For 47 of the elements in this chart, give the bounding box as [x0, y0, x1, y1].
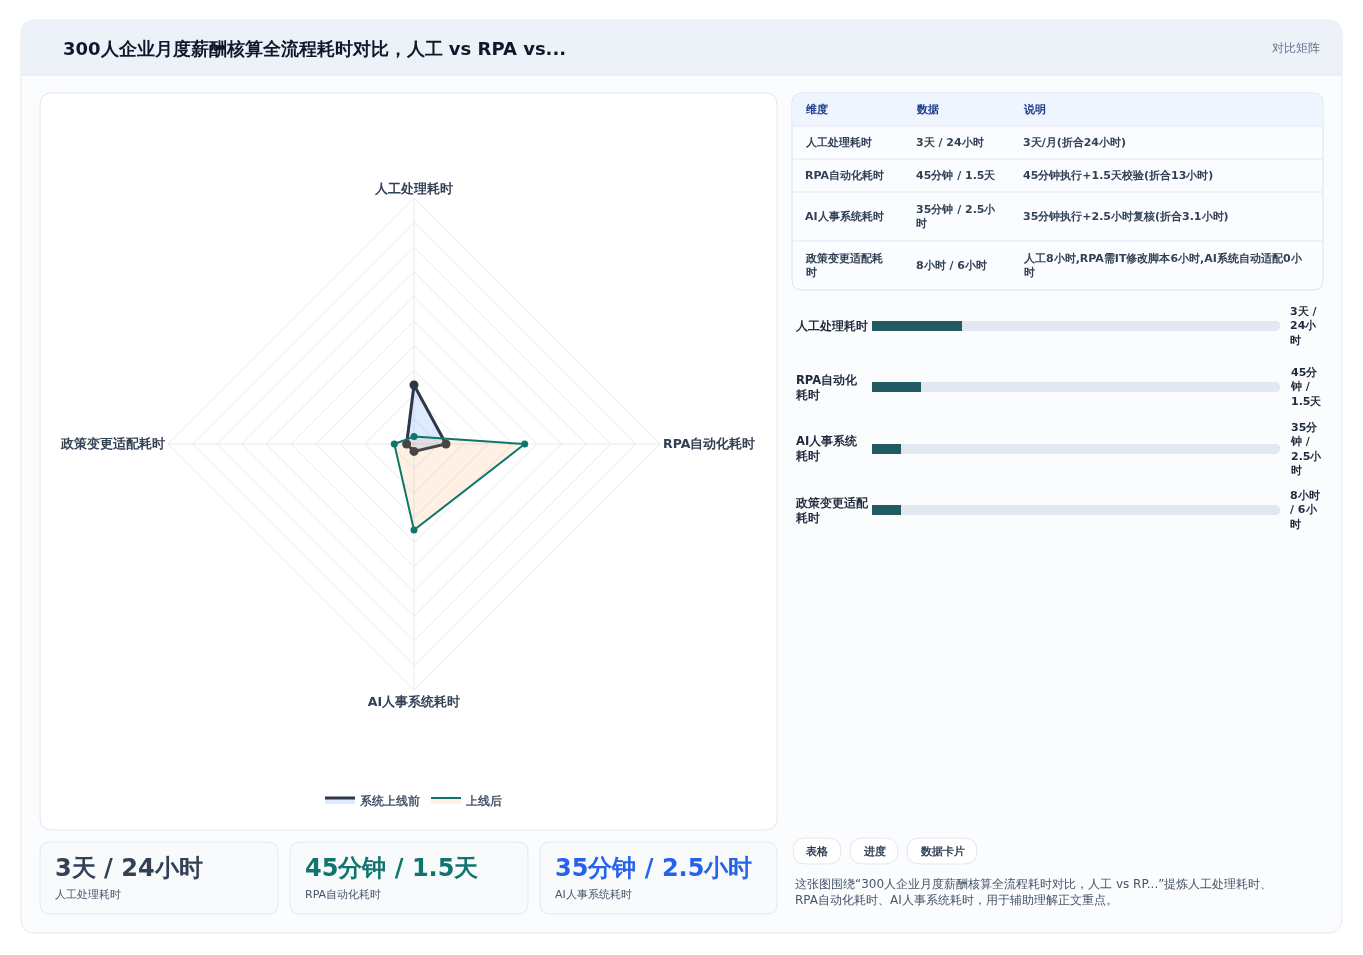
y2-tick-label: 35分钟 / 2.5小时: [1290, 421, 1323, 477]
y-tick-label: 人工处理耗时: [795, 319, 868, 333]
bar: [872, 382, 921, 393]
category-label: 进度: [863, 845, 886, 858]
y2-tick-label: 8小时 / 6小时: [1290, 489, 1320, 531]
bar: [872, 320, 962, 331]
text: 对比矩阵: [1272, 41, 1320, 55]
category-label: 数据: [916, 103, 939, 116]
text: RPA自动化耗时: [305, 888, 382, 901]
spoke-label: 人工处理耗时: [374, 180, 453, 196]
category-label: 维度: [805, 103, 828, 116]
text: 35分钟执行+2.5小时复核(折合3.1小时): [1023, 210, 1229, 223]
bar: [872, 505, 901, 516]
bar: [900, 443, 1280, 454]
text: AI人事系统耗时: [555, 888, 632, 901]
y2-tick-label: 3天 / 24小时: [1290, 305, 1318, 347]
text: 人工处理耗时: [55, 888, 121, 901]
text: 3天 / 24小时: [55, 854, 203, 882]
bar: [872, 443, 901, 454]
text: AI人事系统耗时: [805, 210, 884, 223]
text: 人工8小时,RPA需IT修改脚本6小时,AI系统自动适配0小时: [1024, 252, 1302, 280]
legend-label: 系统上线前: [359, 793, 420, 808]
y-tick-label: RPA自动化耗时: [795, 373, 859, 402]
spoke-label: RPA自动化耗时: [663, 436, 756, 452]
text: 35分钟 / 2.5小时: [916, 203, 996, 231]
legend-label: 上线后: [465, 793, 502, 808]
text: 45分钟执行+1.5天校验(折合13小时): [1023, 169, 1214, 182]
y-tick-label: 政策变更适配耗时: [795, 496, 869, 525]
text: 这张图围绕“300人企业月度薪酬核算全流程耗时对比，人工 vs RP...”提炼人工处理耗时、RPA自动化耗时、AI人事系统耗时，用于辅助理解正文重点。: [795, 877, 1273, 907]
y2-tick-label: 45分钟 / 1.5天: [1290, 366, 1323, 408]
chart-title: 300人企业月度薪酬核算全流程耗时对比，人工 vs RPA vs...: [63, 38, 567, 60]
text: 45分钟 / 1.5天: [305, 854, 479, 882]
category-label: 数据卡片: [920, 845, 965, 858]
category-label: 说明: [1023, 103, 1046, 116]
y-tick-label: AI人事系统耗时: [795, 434, 859, 463]
text: 45分钟 / 1.5天: [916, 169, 996, 182]
bar: [920, 382, 1280, 393]
text: 8小时 / 6小时: [916, 259, 987, 272]
text: 3天 / 24小时: [916, 136, 984, 149]
spoke-label: 政策变更适配耗时: [60, 436, 165, 452]
category-label: 表格: [805, 845, 829, 858]
text: 35分钟 / 2.5小时: [555, 854, 753, 882]
bar: [961, 320, 1280, 331]
bar: [900, 505, 1280, 516]
spoke-label: AI人事系统耗时: [367, 693, 461, 709]
text: 3天/月(折合24小时): [1023, 136, 1127, 149]
text: RPA自动化耗时: [805, 169, 885, 182]
